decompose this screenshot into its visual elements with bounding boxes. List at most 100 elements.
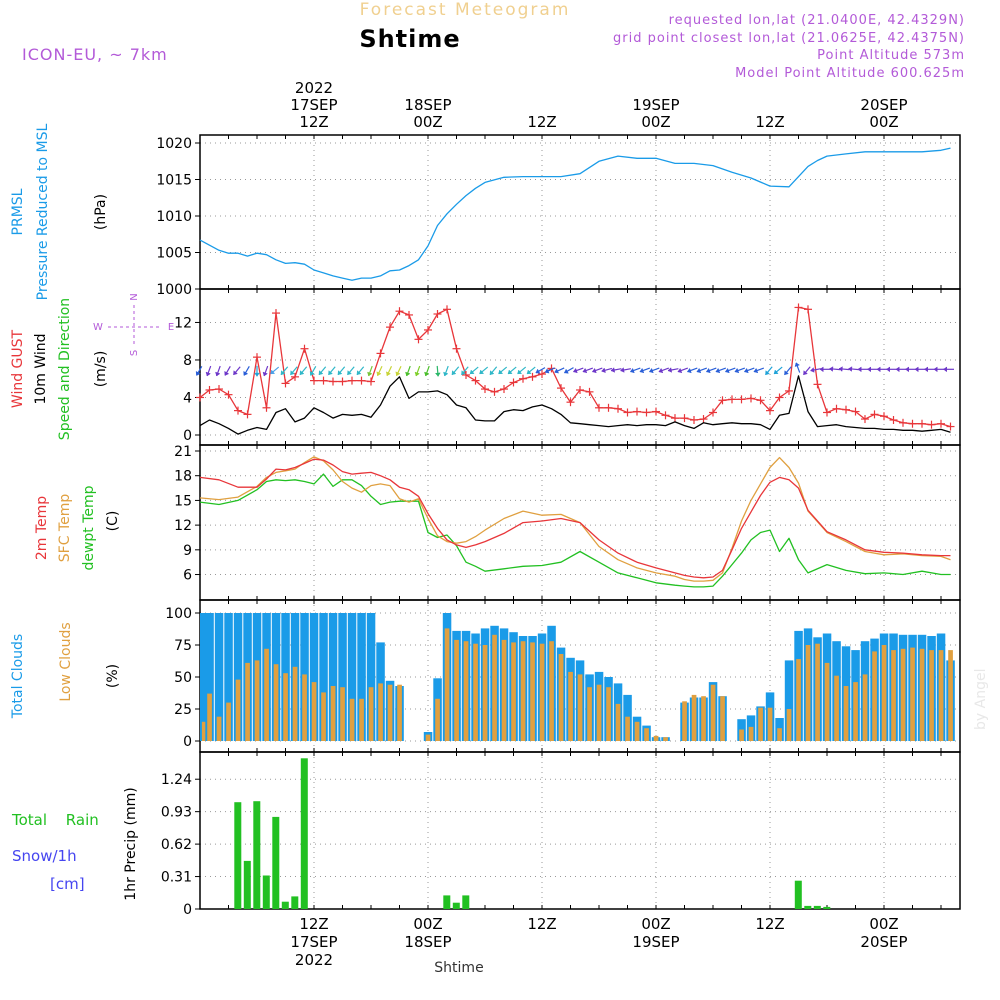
- low-cloud-bar: [292, 666, 298, 741]
- wind-arrow-head: [610, 367, 616, 373]
- temperature-y-tick-label: 6: [183, 568, 192, 584]
- precip-bar: [234, 802, 242, 909]
- wind-arrow-head: [677, 367, 683, 374]
- wind-arrow-head: [376, 371, 382, 377]
- pressure-y-tick-label: 1015: [156, 173, 192, 189]
- total-cloud-bar: [347, 613, 357, 741]
- wind-arrow-head: [658, 367, 664, 374]
- low-cloud-bar: [853, 682, 858, 741]
- wind-arrow-head: [867, 366, 871, 373]
- low-cloud-bar: [644, 728, 649, 741]
- temperature-series: [199, 456, 951, 588]
- wind-arrow-head: [299, 370, 305, 376]
- low-cloud-bar: [349, 698, 355, 741]
- top-time-label: 12Z: [755, 113, 784, 131]
- wind-arrow-head: [582, 367, 588, 374]
- cloud-label-total: Total Clouds: [10, 634, 26, 719]
- low-cloud-bar: [948, 650, 953, 741]
- gridpoint-coords: grid point closest lon,lat (21.0625E, 42…: [613, 31, 965, 46]
- low-cloud-bar: [530, 642, 535, 741]
- wind-y-tick-label: 8: [183, 353, 192, 369]
- low-cloud-bar: [463, 641, 469, 741]
- total-cloud-bar: [309, 613, 319, 741]
- low-cloud-bar: [520, 641, 526, 741]
- wind-arrow-head: [810, 367, 815, 373]
- low-cloud-bar: [919, 648, 925, 741]
- low-cloud-bar: [805, 645, 811, 741]
- dewpoint-line: [199, 473, 951, 588]
- model-label: ICON-EU, ~ 7km: [22, 45, 168, 64]
- top-time-label: 20SEP: [860, 96, 907, 114]
- wind-unit: (m/s): [93, 351, 109, 388]
- low-cloud-bar: [606, 687, 611, 741]
- low-cloud-bar: [425, 734, 431, 741]
- wind-arrow-head: [886, 366, 890, 373]
- temp-label-sfc: SFC Temp: [57, 494, 73, 563]
- low-cloud-bar: [577, 674, 583, 741]
- precip-unit: 1hr Precip (mm): [123, 787, 139, 900]
- wind-arrow-head: [262, 371, 268, 377]
- wind-arrow-head: [734, 367, 740, 374]
- low-cloud-bar: [254, 660, 260, 741]
- compass-e: E: [168, 322, 174, 333]
- wind-arrow-head: [451, 370, 457, 376]
- bottom-time-label: 12Z: [755, 915, 784, 933]
- wind-arrow-head: [517, 369, 523, 375]
- low-cloud-bar: [653, 735, 659, 741]
- top-time-label: 12Z: [299, 113, 328, 131]
- bottom-time-label: 18SEP: [404, 933, 451, 951]
- point-altitude: Point Altitude 573m: [817, 48, 965, 63]
- wind-arrow-head: [443, 371, 449, 377]
- wind-arrow-head: [554, 368, 560, 374]
- top-time-label: 18SEP: [404, 96, 451, 114]
- precip-label-cm: [cm]: [50, 875, 85, 893]
- precip-y-tick-label: 1.24: [161, 772, 192, 788]
- low-cloud-bar: [482, 645, 488, 741]
- wind-arrow-head: [838, 366, 843, 372]
- wind-y-tick-label: 0: [183, 428, 192, 444]
- pressure-line: [199, 147, 951, 281]
- wind-arrow-head: [784, 370, 789, 376]
- low-cloud-bar: [625, 716, 630, 741]
- temp-label-2m: 2m Temp: [34, 496, 50, 560]
- wind-series: [195, 303, 955, 435]
- wind-arrow-head: [424, 371, 430, 377]
- total-cloud-bar: [214, 613, 224, 741]
- pressure-y-tick-label: 1000: [156, 282, 192, 298]
- pressure-panel: 1000 1005 1010 1015 1020: [156, 134, 961, 298]
- low-cloud-bar: [201, 721, 207, 741]
- wind-y-tick-label: 4: [183, 390, 192, 406]
- wind-frame: [199, 288, 961, 446]
- wind-arrow-head: [794, 362, 800, 368]
- temperature-y-tick-label: 9: [183, 543, 192, 559]
- t2m-line: [199, 458, 951, 579]
- pressure-y-tick-label: 1010: [156, 209, 192, 225]
- wind-arrow-head: [215, 371, 221, 377]
- wind-arrow-head: [367, 371, 373, 377]
- precip-bar: [262, 875, 270, 909]
- total-cloud-bar: [784, 660, 794, 741]
- cloud-bars: [200, 613, 955, 741]
- precip-bar: [823, 906, 831, 909]
- low-cloud-bar: [634, 721, 640, 741]
- wind-arrow-head: [773, 369, 779, 375]
- wind-label-gust: Wind GUST: [10, 329, 26, 408]
- low-cloud-bar: [454, 639, 459, 741]
- wind-arrow-head: [337, 370, 343, 376]
- pressure-unit: (hPa): [93, 194, 109, 230]
- low-cloud-bar: [311, 682, 317, 741]
- footer-location: Shtime: [434, 960, 483, 976]
- precip-bar: [291, 896, 299, 909]
- wind-arrow-head: [309, 370, 315, 376]
- chart-title: Forecast Meteogram: [360, 0, 571, 20]
- precip-y-tick-label: 0.93: [161, 805, 192, 821]
- precip-frame: [199, 751, 961, 910]
- wind-arrow-head: [347, 370, 352, 376]
- wind-arrow-head: [591, 367, 597, 374]
- low-cloud-bar: [226, 702, 231, 741]
- total-cloud-bar: [200, 613, 209, 741]
- precip-label-snow: Snow/1h: [12, 847, 77, 865]
- wind-y-tick-label: 12: [174, 315, 192, 331]
- clouds-y-tick-label: 50: [174, 670, 192, 686]
